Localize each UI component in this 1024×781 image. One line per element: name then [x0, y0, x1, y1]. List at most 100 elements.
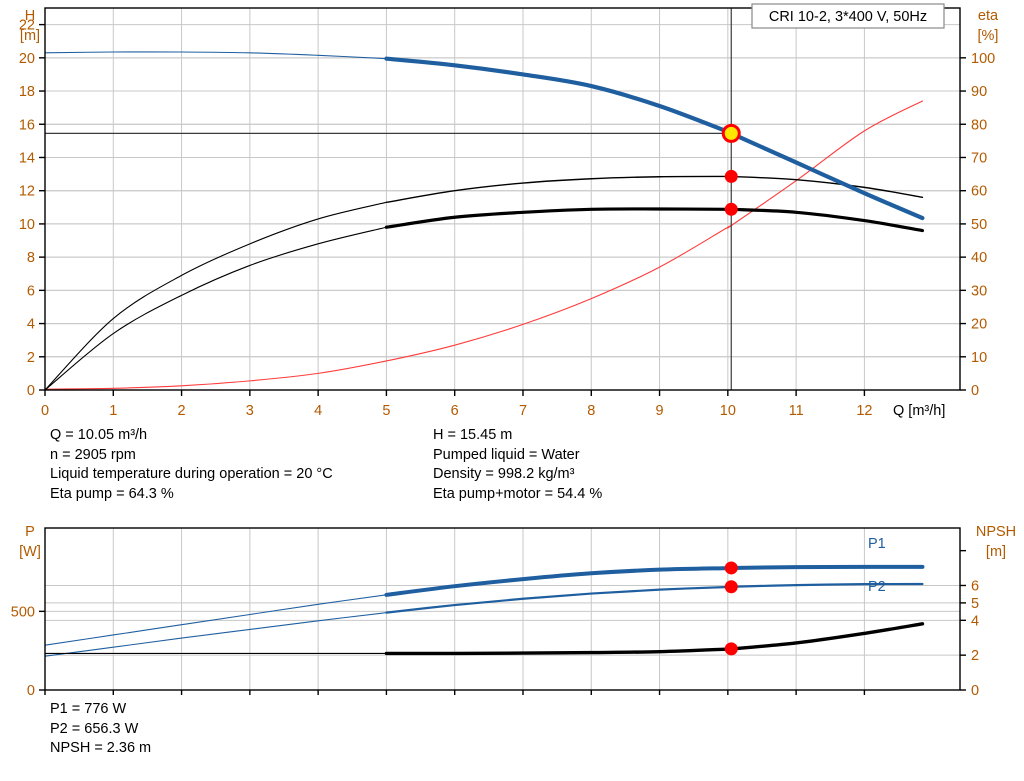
p2-curve-thin — [44, 612, 387, 657]
svg-text:80: 80 — [971, 117, 987, 133]
svg-text:0: 0 — [971, 683, 979, 699]
eta-pump-motor-curve-thin — [44, 226, 387, 391]
duty-markers-top — [721, 123, 741, 216]
svg-text:0: 0 — [27, 383, 35, 399]
svg-text:16: 16 — [19, 117, 35, 133]
bottom-axis-ticks: 0 500 0 2 45 6 — [11, 549, 979, 699]
duty-point-marker — [721, 123, 741, 143]
head-eta-chart: 0 2 4 6 8 10 12 14 16 18 20 22 0 10 20 30 40 50 60 70 80 90 10… — [19, 3, 999, 419]
chart-title-label: CRI 10-2, 3*400 V, 50Hz — [769, 9, 927, 25]
svg-text:10: 10 — [19, 217, 35, 233]
p1-curve-thick — [384, 564, 925, 597]
svg-text:12: 12 — [19, 184, 35, 200]
p1-curve-thin — [44, 594, 387, 646]
info-flow: Q = 10.05 m³/h — [50, 427, 148, 443]
info-pumped-liquid: Pumped liquid = Water — [433, 446, 580, 463]
svg-text:[m]: [m] — [20, 28, 40, 44]
info-head: H = 15.45 m — [433, 427, 513, 443]
svg-text:2: 2 — [178, 403, 186, 419]
svg-text:60: 60 — [971, 184, 987, 200]
info-liquid-temperature: Liquid temperature during operation = 20… — [50, 466, 333, 482]
info-eta-pump-motor: Eta pump+motor = 54.4 % — [433, 485, 603, 502]
svg-text:[%]: [%] — [978, 28, 999, 44]
svg-text:1: 1 — [109, 403, 117, 419]
svg-text:10: 10 — [720, 403, 736, 419]
curve-label-p1: P1 — [868, 536, 886, 552]
svg-text:4: 4 — [971, 613, 979, 629]
marker-eta-pump — [724, 169, 738, 183]
svg-text:6: 6 — [451, 403, 459, 419]
results-block: P1 = 776 W P2 = 656.3 W NPSH = 2.36 m — [0, 700, 1024, 780]
y-axis-title-h: H — [25, 8, 35, 24]
bottom-curves — [44, 564, 925, 657]
svg-text:3: 3 — [246, 403, 254, 419]
svg-text:0: 0 — [971, 383, 979, 399]
svg-text:0: 0 — [27, 683, 35, 699]
svg-text:[W]: [W] — [19, 544, 41, 560]
svg-text:20: 20 — [19, 51, 35, 67]
operating-data-right-column: H = 15.45 m Pumped liquid = Water Densit… — [433, 426, 602, 504]
svg-text:20: 20 — [971, 317, 987, 333]
info-eta-pump: Eta pump = 64.3 % — [50, 485, 174, 502]
eta-pump-curve-thin — [44, 201, 387, 391]
svg-text:7: 7 — [519, 403, 527, 419]
head-curve-thin — [44, 51, 387, 60]
svg-text:6: 6 — [27, 283, 35, 299]
bottom-axis-titles: P [W] NPSH [m] P1 P2 — [19, 524, 1016, 595]
svg-text:90: 90 — [971, 84, 987, 100]
marker-p1 — [724, 561, 738, 575]
chart-title-box: CRI 10-2, 3*400 V, 50Hz — [751, 3, 945, 29]
top-axis-ticks: 0246810121416182022010203040506070809010… — [19, 18, 995, 419]
svg-text:70: 70 — [971, 150, 987, 166]
operating-data-left-column: Q = 10.05 m³/h n = 2905 rpm Liquid tempe… — [50, 426, 333, 504]
result-p1: P1 = 776 W — [50, 701, 127, 717]
npsh-curve-top — [44, 100, 923, 390]
svg-text:4: 4 — [27, 317, 35, 333]
marker-npsh — [724, 642, 738, 656]
svg-text:9: 9 — [656, 403, 664, 419]
duty-point-guides — [45, 8, 732, 390]
y2-axis-title-npsh: NPSH — [976, 524, 1016, 540]
svg-text:14: 14 — [19, 150, 35, 166]
svg-text:10: 10 — [971, 350, 987, 366]
svg-text:2: 2 — [27, 350, 35, 366]
result-p2: P2 = 656.3 W — [50, 720, 139, 737]
top-gridlines — [45, 8, 960, 391]
svg-text:100: 100 — [971, 51, 995, 67]
svg-text:50: 50 — [971, 217, 987, 233]
marker-p2 — [724, 580, 738, 594]
svg-text:40: 40 — [971, 250, 987, 266]
top-axis-titles: H [m] eta [%] Q [m³/h] — [20, 8, 999, 419]
svg-text:0: 0 — [41, 403, 49, 419]
y-axis-title-p: P — [25, 524, 35, 540]
svg-text:12: 12 — [856, 403, 872, 419]
svg-text:30: 30 — [971, 283, 987, 299]
y2-axis-title-eta: eta — [978, 8, 999, 24]
svg-text:2: 2 — [971, 648, 979, 664]
svg-text:11: 11 — [789, 403, 804, 419]
curve-label-p2: P2 — [868, 579, 886, 595]
marker-eta-pump-motor — [724, 202, 738, 216]
npsh-curve-bottom-thick — [384, 622, 925, 656]
power-npsh-chart-svg: 0 500 0 2 45 6 P [W] NPSH [m] P1 P2 — [11, 524, 1016, 699]
bottom-gridlines — [45, 528, 960, 691]
power-npsh-chart: 0 500 0 2 4 5 6 P [W] NPSH [m] P1 P2 — [0, 514, 1024, 704]
head-curve-thick — [384, 56, 925, 221]
operating-data-block: Q = 10.05 m³/h n = 2905 rpm Liquid tempe… — [0, 424, 1024, 514]
eta-pump-motor-curve-thick — [384, 207, 925, 233]
svg-text:4: 4 — [314, 403, 322, 419]
x-axis-title-q: Q [m³/h] — [893, 403, 945, 419]
head-eta-chart-svg: 0246810121416182022010203040506070809010… — [19, 3, 999, 419]
info-density: Density = 998.2 kg/m³ — [433, 466, 575, 482]
svg-text:22: 22 — [19, 18, 35, 34]
svg-text:[m]: [m] — [986, 544, 1006, 560]
svg-text:8: 8 — [27, 250, 35, 266]
eta-pump-curve-thick — [385, 175, 924, 204]
svg-text:18: 18 — [19, 84, 35, 100]
duty-markers-bottom — [724, 561, 738, 656]
svg-text:5: 5 — [971, 596, 979, 612]
top-curves — [44, 51, 925, 391]
svg-text:500: 500 — [11, 604, 35, 620]
svg-text:5: 5 — [382, 403, 390, 419]
p2-curve-thick — [385, 582, 924, 614]
